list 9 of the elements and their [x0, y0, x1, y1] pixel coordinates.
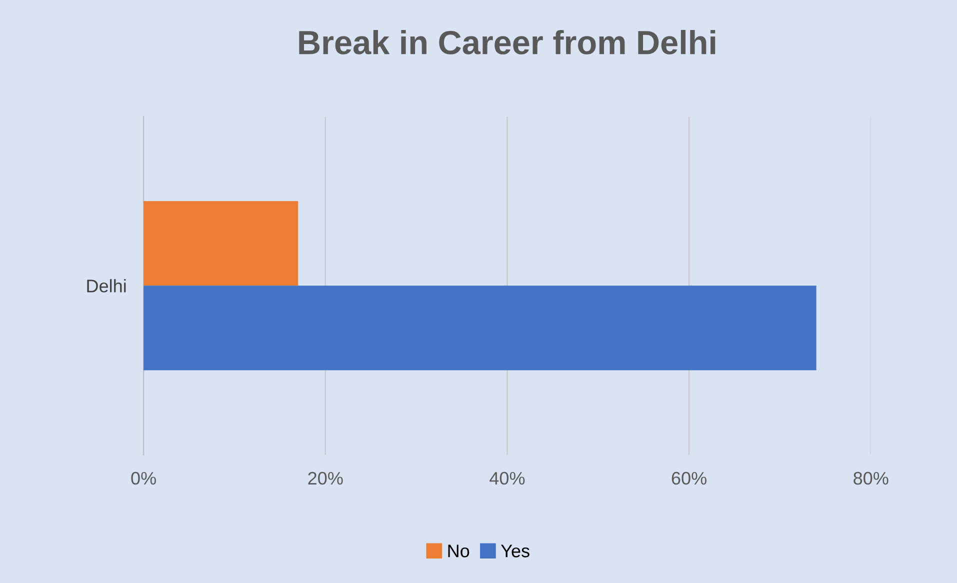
x-tick-label: 40% — [490, 472, 525, 485]
x-tick-label: 60% — [672, 472, 706, 485]
x-tick-label: 20% — [308, 472, 343, 485]
x-tick-label: 80% — [854, 472, 888, 485]
legend-label: No — [448, 544, 470, 558]
x-tick-label: 0% — [131, 472, 156, 485]
chart-title: Break in Career from Delhi — [299, 30, 716, 54]
legend-label: Yes — [500, 544, 530, 558]
y-tick-label: Delhi — [87, 279, 126, 292]
